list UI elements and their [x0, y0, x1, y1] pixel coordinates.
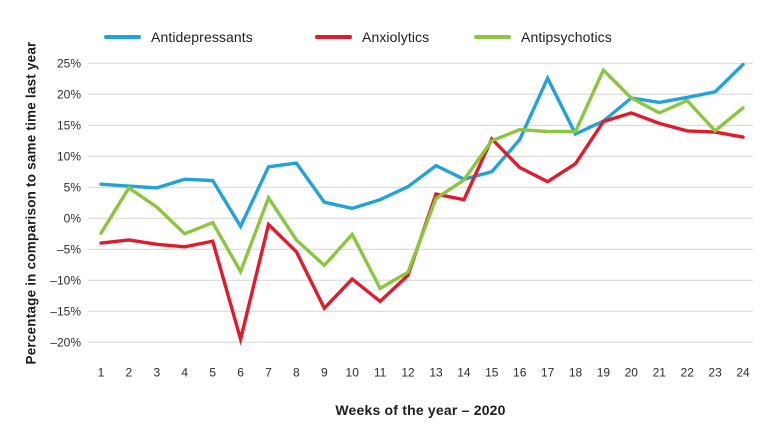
x-tick-label: 15 [485, 366, 499, 380]
x-tick-label: 21 [653, 366, 667, 380]
legend-item-antidepressants: Antidepressants [104, 28, 253, 45]
x-tick-label: 5 [209, 366, 216, 380]
y-tick-label: 10% [57, 150, 81, 164]
chart-legend: Antidepressants Anxiolytics Antipsychoti… [0, 0, 760, 50]
legend-item-antipsychotics: Antipsychotics [474, 28, 612, 45]
x-tick-label: 11 [374, 366, 387, 380]
legend-swatch-antipsychotics-icon [474, 34, 511, 39]
x-tick-label: 22 [681, 366, 695, 380]
x-tick-label: 7 [265, 366, 272, 380]
series-line-antipsychotics [99, 67, 745, 291]
x-tick-label: 14 [457, 366, 471, 380]
x-axis-title: Weeks of the year – 2020 [335, 402, 506, 418]
x-tick-label: 18 [569, 366, 583, 380]
y-tick-label: 20% [57, 88, 81, 102]
x-tick-label: 8 [293, 366, 300, 380]
x-tick-label: 17 [541, 366, 555, 380]
y-tick-label: 15% [57, 119, 81, 133]
x-tick-label: 6 [237, 366, 244, 380]
x-tick-label: 9 [321, 366, 328, 380]
y-tick-label: –20% [50, 336, 81, 350]
x-tick-label: 13 [429, 366, 443, 380]
x-tick-label: 24 [736, 366, 750, 380]
series-line-anxiolytics [99, 111, 745, 346]
legend-label-antidepressants: Antidepressants [151, 28, 253, 45]
x-tick-label: 3 [153, 366, 160, 380]
y-tick-label: 0% [64, 212, 82, 226]
x-tick-label: 12 [401, 366, 415, 380]
legend-swatch-antidepressants-icon [104, 34, 141, 39]
y-tick-label: –5% [57, 243, 81, 257]
legend-label-antipsychotics: Antipsychotics [521, 28, 612, 45]
x-tick-label: 10 [346, 366, 360, 380]
y-tick-label: –10% [50, 274, 81, 288]
y-tick-label: 25% [57, 57, 81, 71]
x-tick-label: 4 [181, 366, 188, 380]
series-line-antidepressants [99, 62, 745, 230]
y-tick-label: 5% [64, 181, 82, 195]
legend-item-anxiolytics: Anxiolytics [315, 28, 429, 45]
x-tick-label: 1 [98, 366, 105, 380]
x-tick-label: 2 [126, 366, 133, 380]
x-tick-label: 20 [625, 366, 639, 380]
y-tick-label: –15% [50, 305, 81, 319]
legend-label-anxiolytics: Anxiolytics [362, 28, 430, 45]
x-tick-label: 19 [597, 366, 611, 380]
x-tick-label: 16 [513, 366, 527, 380]
x-tick-label: 23 [708, 366, 722, 380]
legend-swatch-anxiolytics-icon [315, 34, 352, 39]
